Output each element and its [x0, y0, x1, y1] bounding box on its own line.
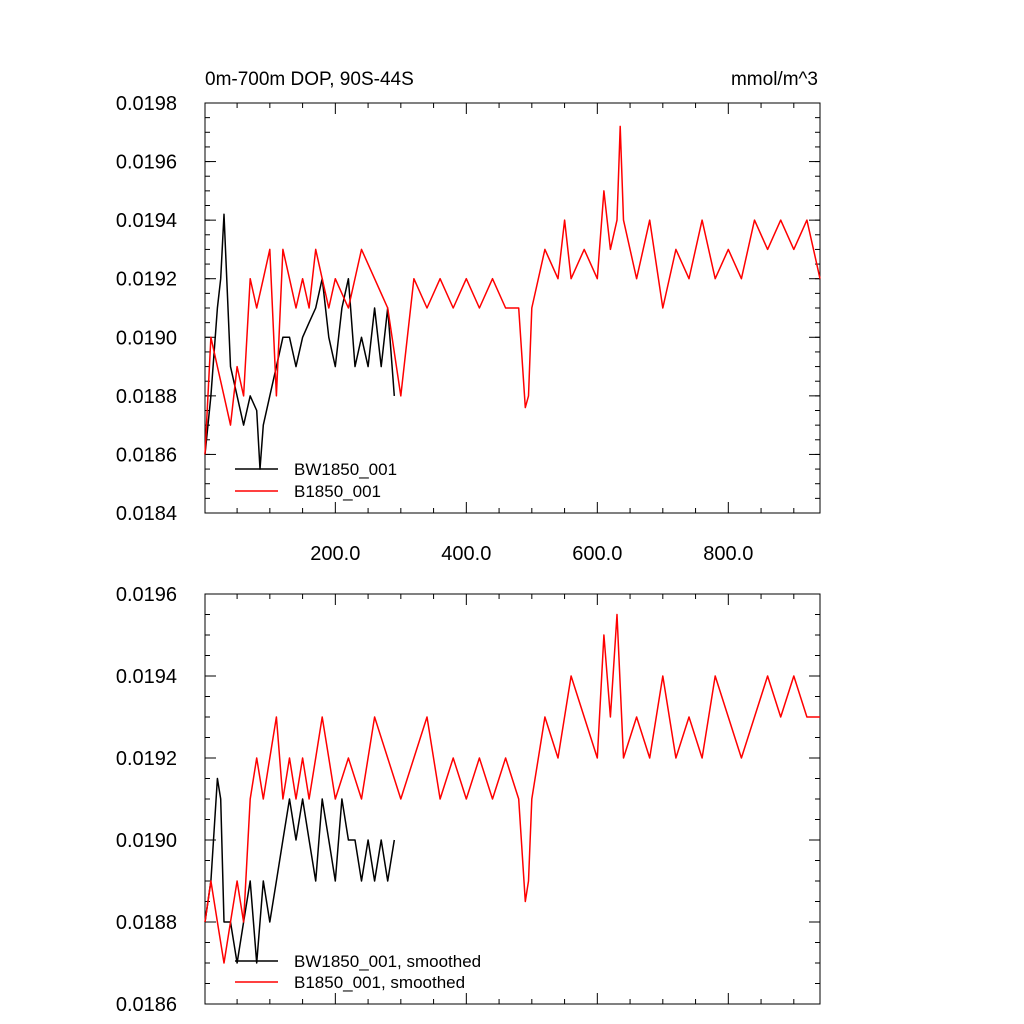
y-tick-label: 0.0196 [116, 152, 177, 174]
top-ticks: 0.0184 0.0186 0.0188 0.0190 0.0192 0.0194 0.01… [116, 93, 820, 565]
y-tick-label: 0.0186 [116, 994, 177, 1016]
y-tick-label: 0.0196 [116, 584, 177, 606]
x-tick-label: 400.0 [441, 543, 491, 565]
top-panel-units: mmol/m^3 [731, 69, 818, 90]
top-legend: BW1850_001 B1850_001 [235, 460, 397, 501]
legend-label-b1850: B1850_001 [294, 482, 381, 501]
y-tick-label: 0.0198 [116, 93, 177, 115]
legend-label-b1850-smoothed: B1850_001, smoothed [294, 973, 465, 992]
bottom-plot-frame [204, 593, 821, 1005]
y-tick-label: 0.0190 [116, 830, 177, 852]
y-tick-label: 0.0192 [116, 748, 177, 770]
series-line-b1850 [204, 125, 821, 455]
y-tick-label: 0.0188 [116, 386, 177, 408]
legend-label-bw1850: BW1850_001 [294, 460, 397, 479]
y-tick-label: 0.0194 [116, 666, 177, 688]
top-panel: 0m-700m DOP, 90S-44S mmol/m^3 0.01840.01… [116, 69, 821, 565]
top-panel-title: 0m-700m DOP, 90S-44S [205, 69, 414, 90]
x-tick-label: 800.0 [703, 543, 753, 565]
bottom-legend: BW1850_001, smoothed B1850_001, smoothed [235, 952, 481, 992]
y-tick-label: 0.0190 [116, 327, 177, 349]
bottom-series [204, 613, 820, 964]
top-series [204, 125, 821, 470]
y-tick-label: 0.0186 [116, 444, 177, 466]
y-tick-label: 0.0194 [116, 210, 177, 232]
series-line-bw1850 [204, 213, 396, 470]
y-tick-label: 0.0184 [116, 503, 177, 525]
bottom-ticks: 0.0186 0.0188 0.0190 0.0192 0.0194 0.0196 [116, 584, 820, 1016]
series-line-bw1850 [204, 777, 396, 964]
y-tick-label: 0.0188 [116, 912, 177, 934]
x-tick-label: 600.0 [572, 543, 622, 565]
x-tick-label: 200.0 [310, 543, 360, 565]
bottom-panel: 0.0186 0.0188 0.0190 0.0192 0.0194 0.0196 BW1… [116, 584, 821, 1016]
series-line-b1850 [204, 613, 820, 964]
legend-label-bw1850-smoothed: BW1850_001, smoothed [294, 952, 481, 971]
y-tick-label: 0.0192 [116, 269, 177, 291]
